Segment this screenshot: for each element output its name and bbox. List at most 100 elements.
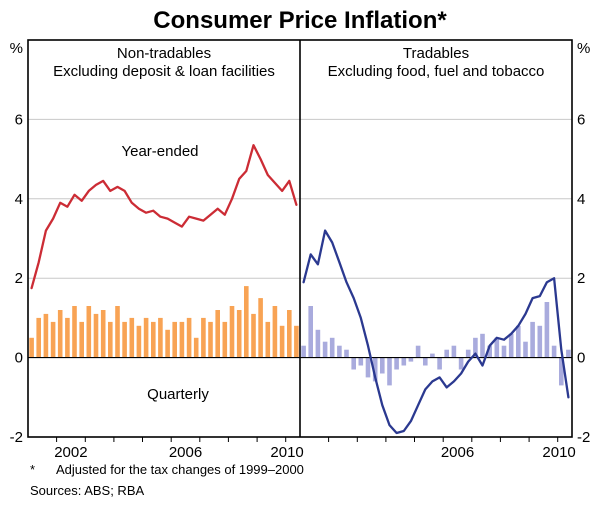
quarterly-bar [372,357,378,382]
quarterly-bar [537,325,543,358]
quarterly-bar [516,325,521,358]
quarterly-bar [186,317,192,358]
quarterly-bar [308,306,313,358]
quarterly-bar [272,306,278,358]
quarterly-bar [566,349,571,358]
quarterly-bar [287,310,292,358]
sources-text: Sources: ABS; RBA [30,483,144,498]
x-axis-label: 2010 [270,444,303,461]
quarterly-bar [72,306,77,358]
quarterly-bar [437,357,442,370]
quarterly-bar [251,313,256,358]
quarterly-bar [559,357,564,386]
x-axis-label: 2006 [169,444,202,461]
quarterly-bar [115,306,120,358]
quarterly-bar [430,353,435,358]
x-axis-label: 2002 [54,444,87,461]
x-axis-label: 2010 [542,444,575,461]
quarterly-bar [394,357,399,370]
quarterly-bar [508,333,514,358]
quarterly-bar [244,286,249,358]
quarterly-bar [65,317,70,358]
quarterly-bar [108,321,113,358]
y-axis-unit-right: % [577,40,590,57]
y-axis-label-right: 2 [577,270,585,287]
left-panel-title: Non-tradables [117,45,211,62]
quarterly-bar [279,325,285,358]
footnote-marker: * [30,462,35,477]
right-panel-title: Tradables [403,45,469,62]
y-axis-label-left: 6 [15,111,23,128]
quarterly-bar [43,313,49,358]
quarterly-bar [151,321,156,358]
quarterly-bar [401,357,407,366]
quarterly-bar [458,357,464,370]
y-axis-label-left: 0 [15,350,23,367]
quarterly-bar [79,321,84,358]
quarterly-bar [415,345,421,358]
quarterly-bar [50,321,56,358]
quarterly-bar [208,321,213,358]
quarterly-bar [143,317,149,358]
quarterly-bar [444,349,449,358]
quarterly-bar [337,345,342,358]
quarterly-bar [222,321,228,358]
quarterly-bar [423,357,428,366]
quarterly-bar [129,317,135,358]
quarterly-bar [530,321,535,358]
quarterly-bar [451,345,457,358]
y-axis-label-left: 4 [15,191,23,208]
quarterly-label: Quarterly [147,386,209,403]
y-axis-unit-left: % [10,40,23,57]
year-ended-line [302,229,570,435]
y-axis-label-right: 6 [577,111,585,128]
y-axis-label-right: 0 [577,350,585,367]
quarterly-bar [501,345,507,358]
quarterly-bar [380,357,385,374]
y-axis-label-left: -2 [10,429,23,446]
quarterly-bar [179,321,185,358]
quarterly-bar [365,357,371,378]
quarterly-bar [93,313,99,358]
quarterly-bar [294,325,299,358]
quarterly-bar [165,329,170,358]
y-axis-label-right: -2 [577,429,590,446]
quarterly-bar [408,357,414,362]
quarterly-bar [329,337,335,358]
quarterly-bar [172,321,177,358]
quarterly-bar [344,349,349,358]
quarterly-bar [551,345,557,358]
axis-labels-layer: 2002 2006 2010 2006 2010 6 6 4 4 2 2 0 0 -2 -2 [10,111,591,461]
year-ended-label: Year-ended [121,143,198,160]
footnote-text: Adjusted for the tax changes of 1999–200… [56,462,304,477]
quarterly-bar [387,357,392,386]
quarterly-bar [100,310,106,358]
quarterly-bar [57,310,63,358]
quarterly-bar [544,302,550,358]
left-panel-subtitle: Excluding deposit & loan facilities [53,63,275,80]
quarterly-bar [465,349,471,358]
quarterly-bar [523,341,528,358]
quarterly-bar [473,337,478,358]
quarterly-bar [122,321,127,358]
quarterly-bar [236,310,242,358]
x-axis-label: 2006 [441,444,474,461]
quarterly-bar [36,317,41,358]
quarterly-bar [358,357,364,366]
quarterly-bar [136,325,142,358]
quarterly-bar [158,317,163,358]
quarterly-bar [193,337,199,358]
quarterly-bar [351,357,356,370]
quarterly-bar [265,321,271,358]
quarterly-bar [487,345,492,358]
bars-layer [29,286,571,386]
x-ticks-layer [56,437,559,442]
lines-layer [30,144,570,435]
quarterly-bar [322,341,328,358]
quarterly-bar [29,337,34,358]
quarterly-bar [215,310,220,358]
quarterly-bar [494,337,500,358]
quarterly-bar [301,345,306,358]
